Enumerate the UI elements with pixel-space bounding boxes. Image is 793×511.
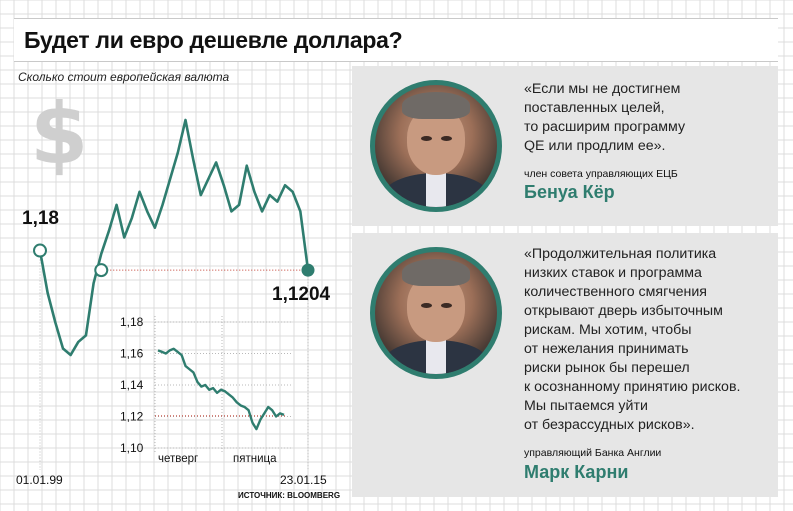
quote-card-boe: «Продолжительная политика низких ставок … xyxy=(352,233,778,497)
x-end-label: 23.01.15 xyxy=(280,473,327,487)
quote-text: «Продолжительная политика низких ставок … xyxy=(524,246,741,433)
avatar xyxy=(370,247,502,379)
inset-y-tick-label: 1,18 xyxy=(120,315,144,329)
inset-y-tick-label: 1,14 xyxy=(120,378,144,392)
inset-y-tick-label: 1,10 xyxy=(120,441,144,455)
source-note: ИСТОЧНИК: BLOOMBERG xyxy=(238,491,341,500)
start-point-marker xyxy=(33,243,47,258)
inset-series-line xyxy=(157,347,285,431)
speaker-role: управляющий Банка Англии xyxy=(524,447,662,459)
avatar xyxy=(370,80,502,212)
euro-dollar-chart: 1,18 1,1204 01.01.99 23.01.15 1,18 1,16 1,… xyxy=(16,118,331,487)
speaker-name: Бенуа Кёр xyxy=(524,182,615,202)
end-point-marker xyxy=(301,263,315,277)
page-title: Будет ли евро дешевле доллара? xyxy=(24,27,403,53)
long-term-series-line xyxy=(38,118,310,357)
header-bar: Будет ли евро дешевле доллара? xyxy=(14,18,778,62)
x-start-label: 01.01.99 xyxy=(16,473,63,487)
inset-y-tick-label: 1,12 xyxy=(120,410,144,424)
chart-subtitle: Сколько стоит европейская валюта xyxy=(18,70,230,84)
quote-text: «Если мы не достигнем поставленных целей… xyxy=(524,81,686,154)
end-value-label: 1,1204 xyxy=(272,284,331,305)
speaker-role: член совета управляющих ЕЦБ xyxy=(524,168,678,180)
inset-y-tick-label: 1,16 xyxy=(120,347,144,361)
inset-x-label-friday: пятница xyxy=(233,453,277,465)
speaker-name: Марк Карни xyxy=(524,462,629,482)
quote-card-ecb: «Если мы не достигнем поставленных целей… xyxy=(352,66,778,226)
inset-x-label-thursday: четверг xyxy=(158,453,198,465)
dollar-icon: $ xyxy=(30,85,89,183)
reference-point-marker xyxy=(94,263,109,278)
start-value-label: 1,18 xyxy=(22,208,59,229)
